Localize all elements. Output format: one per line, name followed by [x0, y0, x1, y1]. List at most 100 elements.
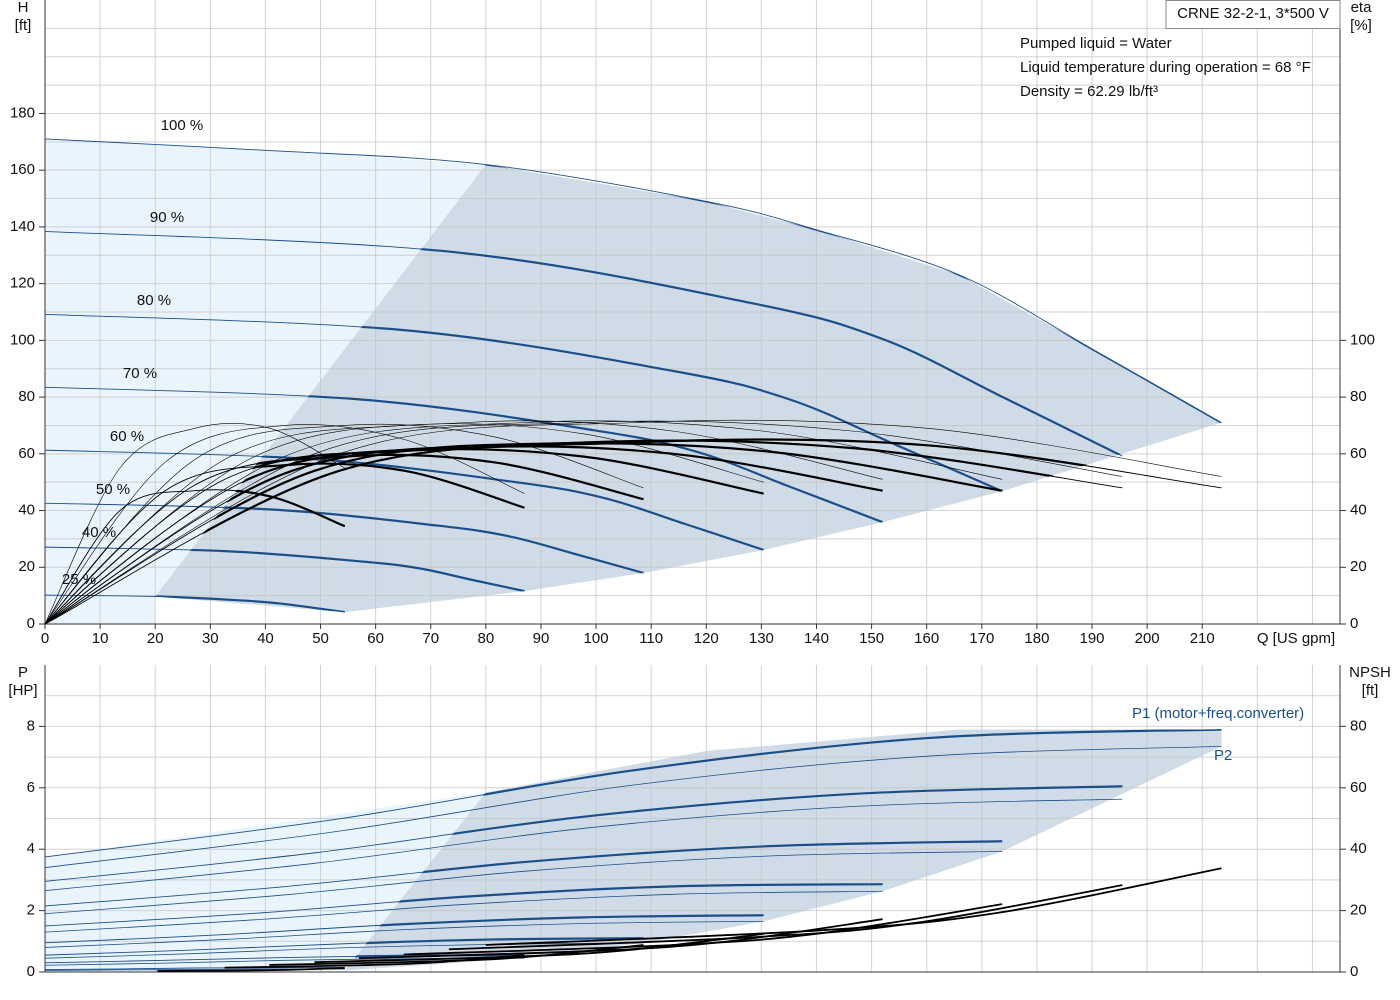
x-tick-label: 120 — [694, 630, 719, 647]
x-axis-label: Q [US gpm] — [1257, 630, 1335, 647]
curve — [224, 954, 525, 969]
y2-tick-label: 100 — [1350, 331, 1375, 348]
x-tick-label: 60 — [367, 630, 384, 647]
operating-area — [155, 164, 1222, 613]
curve — [157, 967, 345, 972]
annotation: Liquid temperature during operation = 68… — [1020, 59, 1311, 76]
speed-label: 80 % — [137, 292, 171, 309]
curve — [44, 745, 1222, 869]
speed-label: 90 % — [150, 209, 184, 226]
x-tick-label: 10 — [92, 630, 109, 647]
x-tick-label: 180 — [1024, 630, 1049, 647]
speed-label: 40 % — [82, 524, 116, 541]
y2-tick-label: 20 — [1350, 902, 1367, 919]
y2-axis-label: eta — [1351, 0, 1373, 16]
curve — [403, 903, 1003, 956]
x-tick-label: 150 — [859, 630, 884, 647]
y-tick-label: 140 — [10, 218, 35, 235]
x-tick-label: 0 — [41, 630, 49, 647]
y2-axis-label: [ft] — [1362, 682, 1379, 699]
y2-axis-label: NPSH — [1349, 664, 1391, 681]
curve — [44, 423, 644, 625]
x-tick-label: 210 — [1190, 630, 1215, 647]
y-tick-label: 100 — [10, 331, 35, 348]
x-tick-label: 30 — [202, 630, 219, 647]
x-tick-label: 50 — [312, 630, 329, 647]
y-tick-label: 20 — [18, 558, 35, 575]
curve-bold — [155, 462, 525, 613]
y-tick-label: 40 — [18, 502, 35, 519]
x-tick-label: 40 — [257, 630, 274, 647]
curve — [44, 423, 764, 625]
curve — [44, 890, 883, 933]
y2-tick-label: 60 — [1350, 445, 1367, 462]
speed-label: 100 % — [161, 117, 204, 134]
x-tick-label: 90 — [533, 630, 550, 647]
title-box — [1165, 0, 1341, 29]
y-tick-label: 6 — [27, 779, 35, 796]
y-tick-label: 0 — [27, 963, 35, 980]
speed-label: 50 % — [96, 481, 130, 498]
y2-tick-label: 60 — [1350, 779, 1367, 796]
x-tick-label: 160 — [914, 630, 939, 647]
curve-bold — [344, 883, 883, 928]
speed-label: 60 % — [110, 428, 144, 445]
x-tick-label: 80 — [478, 630, 495, 647]
x-tick-label: 140 — [804, 630, 829, 647]
y-axis-label: [ft] — [15, 17, 32, 34]
curve — [44, 423, 345, 625]
curve — [44, 798, 1123, 892]
curve — [44, 419, 1222, 625]
y2-axis-label: [%] — [1350, 17, 1372, 34]
curve-bold — [344, 729, 1222, 858]
curve-bold — [344, 840, 1003, 908]
y-tick-label: 4 — [27, 840, 35, 857]
x-tick-label: 100 — [584, 630, 609, 647]
curve-bold — [344, 914, 764, 944]
curve — [314, 933, 764, 964]
y-axis-label: P — [18, 664, 28, 681]
x-tick-label: 70 — [422, 630, 439, 647]
curve-bold — [155, 453, 644, 613]
curve — [44, 942, 644, 959]
curve-bold — [344, 937, 644, 957]
y2-tick-label: 80 — [1350, 717, 1367, 734]
x-tick-label: 110 — [639, 630, 663, 647]
curve — [44, 424, 525, 625]
x-tick-label: 20 — [147, 630, 164, 647]
y-tick-label: 180 — [10, 104, 35, 121]
curve — [44, 420, 883, 625]
y-tick-label: 80 — [18, 388, 35, 405]
annotation: Density = 62.29 lb/ft³ — [1020, 83, 1158, 100]
y-tick-label: 60 — [18, 445, 35, 462]
annotation: Pumped liquid = Water — [1020, 35, 1172, 52]
curve — [44, 420, 1003, 625]
speed-label: 70 % — [123, 365, 157, 382]
curve-bold — [344, 785, 1123, 883]
y2-tick-label: 80 — [1350, 388, 1367, 405]
chart-title: CRNE 32-2-1, 3*500 V — [1177, 5, 1329, 22]
series-label: P2 — [1214, 747, 1232, 764]
series-label: P1 (motor+freq.converter) — [1132, 705, 1304, 722]
curve-bold — [155, 593, 345, 613]
y-axis-label: H — [18, 0, 29, 16]
y-tick-label: 0 — [27, 615, 35, 632]
curve-bold — [155, 448, 764, 613]
y-tick-label: 8 — [27, 717, 35, 734]
curve — [44, 138, 1222, 424]
y2-tick-label: 40 — [1350, 502, 1367, 519]
curve — [44, 850, 1003, 915]
curve-bold — [155, 438, 1222, 613]
x-tick-label: 200 — [1135, 630, 1160, 647]
y2-tick-label: 40 — [1350, 840, 1367, 857]
y-axis-label: [HP] — [8, 682, 37, 699]
y2-tick-label: 0 — [1350, 615, 1358, 632]
x-tick-label: 130 — [749, 630, 774, 647]
y-tick-label: 120 — [10, 275, 35, 292]
y2-tick-label: 20 — [1350, 558, 1367, 575]
y2-tick-label: 0 — [1350, 963, 1358, 980]
y-tick-label: 2 — [27, 902, 35, 919]
x-tick-label: 170 — [969, 630, 994, 647]
curve — [44, 966, 345, 970]
